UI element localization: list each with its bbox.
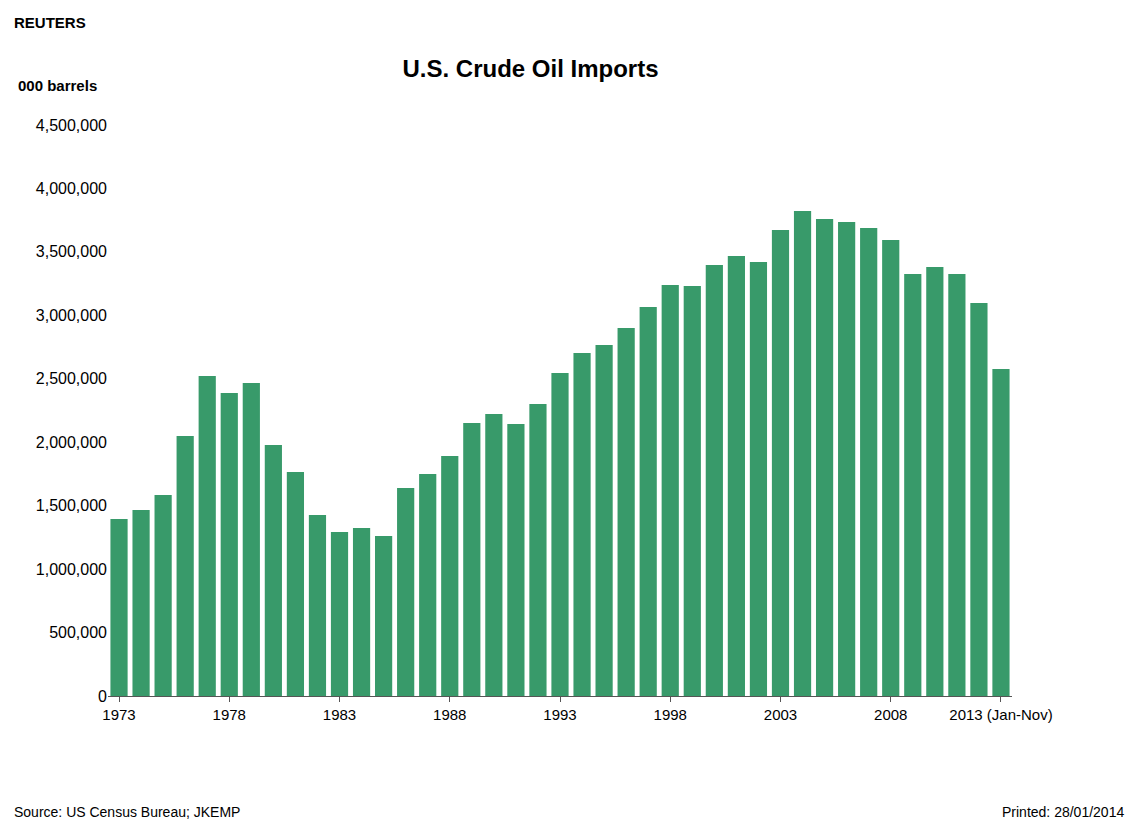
svg-text:1983: 1983 <box>323 706 356 723</box>
svg-text:4,500,000: 4,500,000 <box>36 117 107 134</box>
svg-text:REUTERS: REUTERS <box>14 14 86 31</box>
svg-text:U.S. Crude Oil Imports: U.S. Crude Oil Imports <box>402 55 658 82</box>
svg-text:1993: 1993 <box>543 706 576 723</box>
svg-text:1973: 1973 <box>102 706 135 723</box>
svg-text:2,000,000: 2,000,000 <box>36 434 107 451</box>
svg-text:2,500,000: 2,500,000 <box>36 370 107 387</box>
svg-text:2008: 2008 <box>874 706 907 723</box>
svg-text:Printed: 28/01/2014: Printed: 28/01/2014 <box>1002 804 1124 820</box>
svg-text:4,000,000: 4,000,000 <box>36 180 107 197</box>
svg-text:000 barrels: 000 barrels <box>18 77 97 94</box>
svg-text:1998: 1998 <box>654 706 687 723</box>
svg-text:Source: US Census Bureau; JKEM: Source: US Census Bureau; JKEMP <box>14 804 240 820</box>
svg-text:1,500,000: 1,500,000 <box>36 497 107 514</box>
svg-text:1988: 1988 <box>433 706 466 723</box>
svg-text:1,000,000: 1,000,000 <box>36 561 107 578</box>
svg-text:3,000,000: 3,000,000 <box>36 307 107 324</box>
svg-text:2003: 2003 <box>764 706 797 723</box>
svg-text:0: 0 <box>98 688 107 705</box>
svg-text:1978: 1978 <box>213 706 246 723</box>
svg-text:3,500,000: 3,500,000 <box>36 243 107 260</box>
svg-text:500,000: 500,000 <box>49 624 107 641</box>
svg-text:2013 (Jan-Nov): 2013 (Jan-Nov) <box>949 706 1052 723</box>
